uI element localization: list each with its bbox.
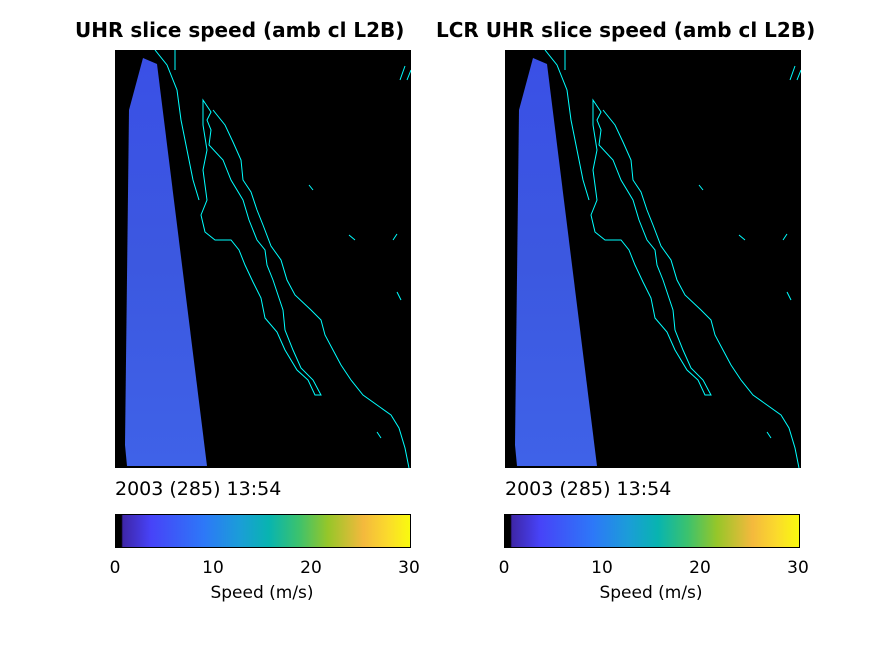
colorbar-tick: 0	[498, 558, 510, 578]
panel-title: LCR UHR slice speed (amb cl L2B)	[436, 18, 816, 42]
colorbar-tick: 30	[398, 558, 420, 578]
map-plot	[515, 50, 801, 468]
map-plot	[125, 50, 411, 468]
satellite-swath	[515, 58, 597, 466]
colorbar-tick: 20	[300, 558, 322, 578]
wind-speed-map	[505, 50, 801, 468]
colorbar-label: Speed (m/s)	[599, 583, 703, 603]
colorbar-label: Speed (m/s)	[210, 583, 314, 603]
colorbar	[504, 514, 800, 548]
colorbar-tick: 10	[591, 558, 613, 578]
coastline	[154, 50, 411, 468]
panel-title: UHR slice speed (amb cl L2B)	[75, 18, 405, 42]
wind-speed-map	[115, 50, 411, 468]
colorbar-tick: 30	[787, 558, 809, 578]
coastline	[544, 50, 801, 468]
timestamp: 2003 (285) 13:54	[115, 478, 282, 500]
colorbar	[115, 514, 411, 548]
colorbar-tick: 0	[109, 558, 121, 578]
satellite-swath	[125, 58, 207, 466]
colorbar-tick: 20	[689, 558, 711, 578]
timestamp: 2003 (285) 13:54	[505, 478, 672, 500]
colorbar-tick: 10	[202, 558, 224, 578]
